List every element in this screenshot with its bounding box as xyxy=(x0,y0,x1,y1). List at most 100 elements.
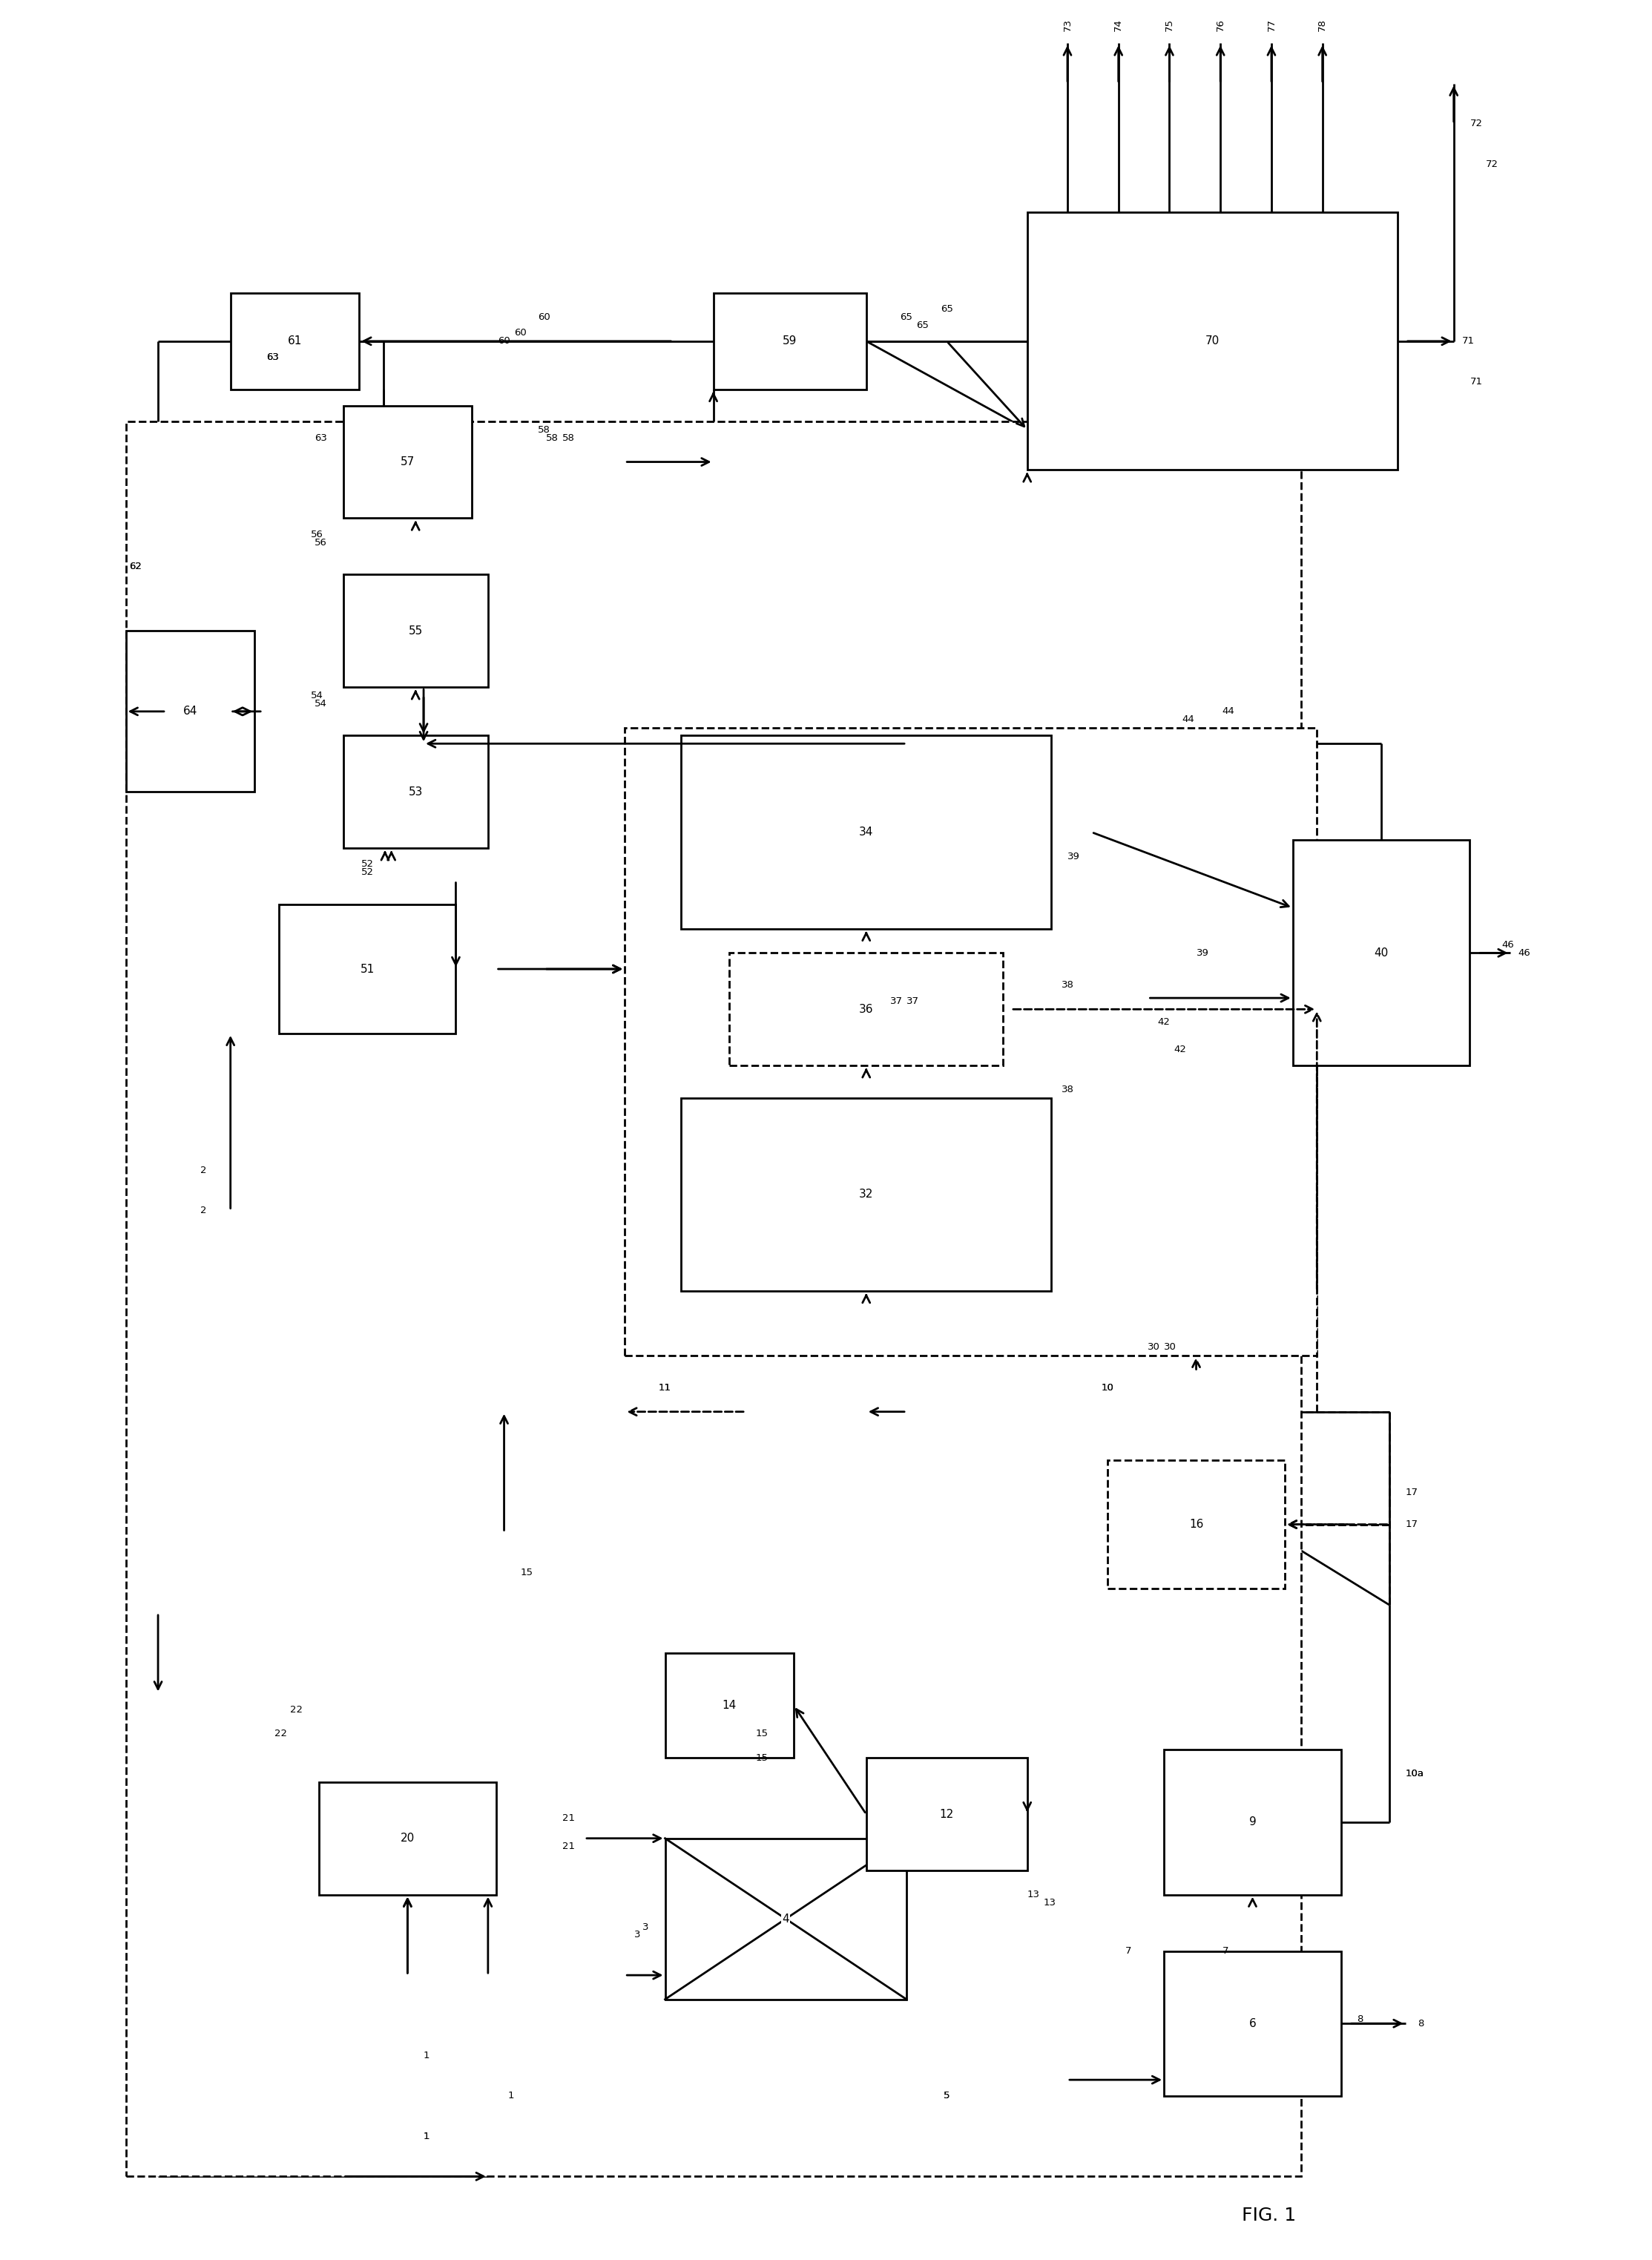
Text: 73: 73 xyxy=(1062,18,1072,32)
Text: 72: 72 xyxy=(1470,120,1482,129)
Text: 58: 58 xyxy=(562,434,575,443)
Text: 10a: 10a xyxy=(1406,1770,1424,1779)
Text: 44: 44 xyxy=(1222,707,1234,716)
Bar xyxy=(344,574,487,687)
Bar xyxy=(714,294,866,389)
Text: 22: 22 xyxy=(274,1729,287,1738)
Text: 6: 6 xyxy=(1249,2018,1256,2029)
Text: 7: 7 xyxy=(1125,1946,1132,1955)
Text: 3: 3 xyxy=(643,1921,649,1932)
Text: 12: 12 xyxy=(940,1808,953,1819)
Bar xyxy=(231,294,358,389)
Text: 74: 74 xyxy=(1113,18,1123,32)
Text: 5: 5 xyxy=(943,2090,950,2102)
Text: 63: 63 xyxy=(266,353,279,362)
Text: 4: 4 xyxy=(781,1914,790,1926)
Text: 60: 60 xyxy=(514,328,527,339)
Text: 40: 40 xyxy=(1374,947,1388,958)
Text: 5: 5 xyxy=(943,2090,950,2102)
Text: 3: 3 xyxy=(634,1930,641,1939)
Text: 52: 52 xyxy=(362,859,373,870)
Text: 61: 61 xyxy=(287,334,302,346)
Text: 60: 60 xyxy=(539,312,550,321)
Text: 75: 75 xyxy=(1165,18,1175,32)
Text: 53: 53 xyxy=(408,786,423,798)
Bar xyxy=(319,1781,496,1894)
Text: 62: 62 xyxy=(129,563,142,572)
Text: 65: 65 xyxy=(940,305,953,314)
Text: 13: 13 xyxy=(1044,1898,1056,1907)
Text: 7: 7 xyxy=(1222,1946,1229,1955)
Bar xyxy=(1165,1950,1341,2095)
Text: 54: 54 xyxy=(311,692,324,701)
Bar xyxy=(666,1837,907,2000)
Text: 16: 16 xyxy=(1189,1519,1203,1530)
Text: 76: 76 xyxy=(1216,18,1226,32)
Text: 1: 1 xyxy=(423,2131,430,2140)
Bar xyxy=(1028,212,1398,470)
Text: 65: 65 xyxy=(900,312,914,321)
Text: 37: 37 xyxy=(907,997,919,1006)
Text: 36: 36 xyxy=(859,1003,874,1015)
Text: 9: 9 xyxy=(1249,1817,1256,1828)
Text: 44: 44 xyxy=(1181,714,1194,723)
Text: 78: 78 xyxy=(1318,18,1327,32)
Text: 42: 42 xyxy=(1175,1044,1186,1055)
Text: 15: 15 xyxy=(755,1729,768,1738)
Text: FIG. 1: FIG. 1 xyxy=(1242,2208,1295,2224)
Text: 1: 1 xyxy=(423,2131,430,2140)
Text: 8: 8 xyxy=(1358,2014,1363,2025)
Text: 10: 10 xyxy=(1102,1383,1113,1392)
Text: 46: 46 xyxy=(1518,949,1530,958)
Bar xyxy=(666,1654,795,1758)
Text: 1: 1 xyxy=(509,2090,514,2102)
Text: 1: 1 xyxy=(423,2050,430,2061)
Text: 38: 38 xyxy=(1061,981,1074,990)
Text: 58: 58 xyxy=(547,434,558,443)
Bar xyxy=(1108,1460,1285,1589)
Bar xyxy=(279,904,456,1033)
Text: 42: 42 xyxy=(1158,1017,1170,1026)
Text: 21: 21 xyxy=(562,1813,575,1824)
Text: 54: 54 xyxy=(314,698,327,707)
Bar xyxy=(681,734,1051,929)
Bar xyxy=(624,728,1317,1356)
Text: 57: 57 xyxy=(400,457,415,468)
Text: 63: 63 xyxy=(266,353,279,362)
Text: 56: 56 xyxy=(311,529,324,540)
Bar xyxy=(866,1758,1028,1871)
Text: 30: 30 xyxy=(1148,1342,1160,1351)
Text: 17: 17 xyxy=(1406,1519,1417,1530)
Bar xyxy=(126,423,1300,2176)
Text: 38: 38 xyxy=(1061,1085,1074,1094)
Text: 8: 8 xyxy=(1417,2018,1424,2027)
Text: 37: 37 xyxy=(890,997,904,1006)
Text: 17: 17 xyxy=(1406,1487,1417,1496)
Text: 77: 77 xyxy=(1267,18,1277,32)
Text: 21: 21 xyxy=(562,1842,575,1851)
Text: 55: 55 xyxy=(408,626,423,637)
Text: 15: 15 xyxy=(755,1754,768,1763)
Text: 11: 11 xyxy=(659,1383,671,1392)
Text: 20: 20 xyxy=(400,1833,415,1844)
Text: 30: 30 xyxy=(1165,1342,1176,1351)
Text: 52: 52 xyxy=(362,868,373,877)
Text: 13: 13 xyxy=(1028,1889,1039,1898)
Bar xyxy=(1165,1749,1341,1894)
Bar xyxy=(126,631,254,791)
Text: 10a: 10a xyxy=(1406,1770,1424,1779)
Text: 2: 2 xyxy=(200,1205,206,1216)
Text: 56: 56 xyxy=(314,538,327,547)
Text: 71: 71 xyxy=(1462,337,1474,346)
Text: 34: 34 xyxy=(859,827,874,838)
Text: 39: 39 xyxy=(1196,949,1209,958)
Text: 2: 2 xyxy=(200,1166,206,1175)
Text: 32: 32 xyxy=(859,1189,874,1200)
Bar xyxy=(344,405,472,518)
Text: 64: 64 xyxy=(183,705,198,716)
Text: 63: 63 xyxy=(314,434,327,443)
Text: 58: 58 xyxy=(539,425,550,434)
Bar xyxy=(1294,841,1470,1067)
Text: 46: 46 xyxy=(1502,940,1515,949)
Text: 71: 71 xyxy=(1470,377,1482,386)
